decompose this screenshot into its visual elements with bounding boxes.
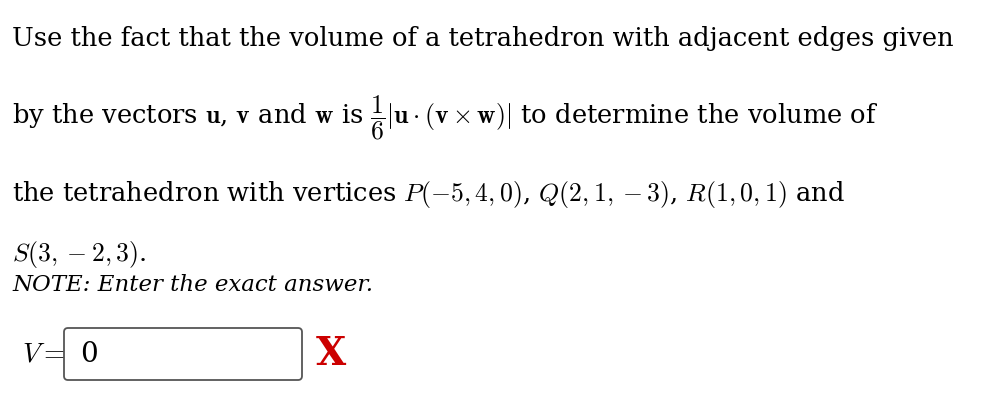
Text: NOTE: Enter the exact answer.: NOTE: Enter the exact answer.: [12, 274, 373, 296]
Text: $S(3,-2,3)$.: $S(3,-2,3)$.: [12, 239, 146, 270]
Text: by the vectors $\mathbf{u}$, $\mathbf{v}$ and $\mathbf{w}$ is $\dfrac{1}{6}|\mat: by the vectors $\mathbf{u}$, $\mathbf{v}…: [12, 94, 878, 142]
Text: X: X: [316, 335, 346, 373]
FancyBboxPatch shape: [64, 328, 302, 380]
Text: $V = $: $V = $: [22, 341, 65, 368]
Text: 0: 0: [80, 341, 97, 368]
Text: the tetrahedron with vertices $P(-5,4,0)$, $Q(2,1,-3)$, $R(1,0,1)$ and: the tetrahedron with vertices $P(-5,4,0)…: [12, 179, 844, 210]
Text: Use the fact that the volume of a tetrahedron with adjacent edges given: Use the fact that the volume of a tetrah…: [12, 26, 953, 51]
